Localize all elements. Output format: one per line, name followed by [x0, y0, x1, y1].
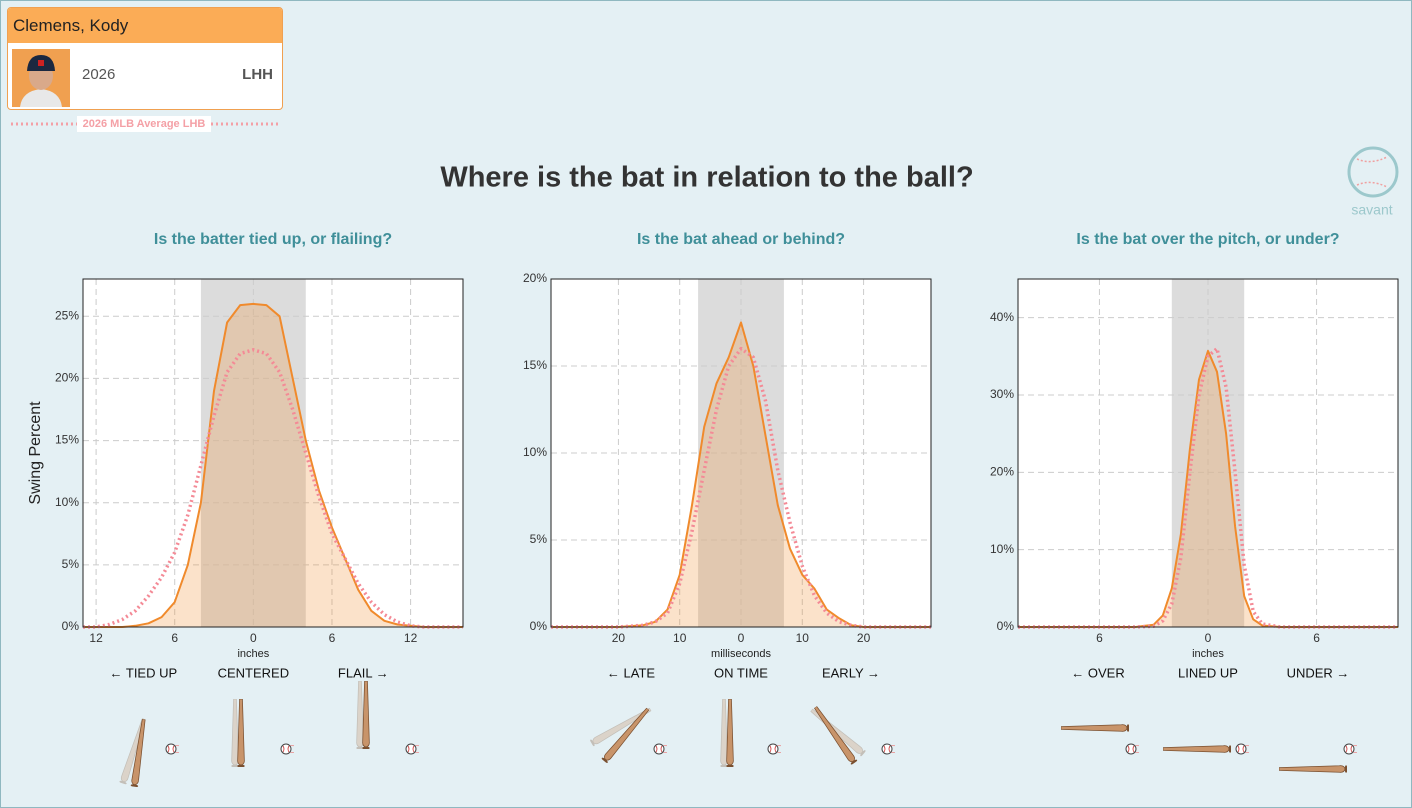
batter-hand: LHH	[242, 66, 273, 83]
player-card[interactable]: Clemens, Kody 2026 LHH	[7, 7, 283, 110]
y-axis-label: Swing Percent	[27, 401, 44, 505]
x-axis-label: inches	[1192, 648, 1224, 660]
area-fill	[1018, 350, 1398, 627]
plot-frame	[550, 278, 932, 628]
chart-title: Is the bat ahead or behind?	[637, 231, 845, 248]
zone-label: ← OVER	[1071, 665, 1124, 680]
x-axis-label: milliseconds	[711, 648, 771, 660]
average-line	[551, 346, 931, 629]
y-tick-label: 0%	[62, 619, 80, 633]
y-tick-label: 15%	[55, 433, 79, 447]
zone-label: UNDER →	[1287, 665, 1350, 680]
x-tick-label: 10	[796, 631, 810, 645]
x-axis-label: inches	[237, 648, 269, 660]
player-name: Clemens, Kody	[8, 8, 282, 43]
logo-seams	[1356, 156, 1388, 188]
area-fill	[83, 303, 463, 627]
plot-frame	[82, 278, 464, 628]
average-line	[1018, 346, 1398, 629]
logo-text: savant	[1351, 202, 1392, 218]
x-tick-label: 6	[329, 631, 336, 645]
y-tick-label: 0%	[530, 619, 548, 633]
player-line	[83, 302, 463, 628]
y-tick-label: 5%	[530, 532, 548, 546]
x-tick-label: 6	[1096, 631, 1103, 645]
x-tick-label: 20	[612, 631, 626, 645]
y-tick-label: 10%	[523, 445, 547, 459]
y-tick-label: 30%	[990, 387, 1014, 401]
player-line	[551, 321, 931, 628]
zone-label: LINED UP	[1178, 665, 1238, 680]
zone-label: ← TIED UP	[110, 665, 178, 680]
x-tick-label: 0	[738, 631, 745, 645]
x-tick-label: 6	[1313, 631, 1320, 645]
logo-ring	[1347, 146, 1399, 198]
player-photo	[12, 49, 70, 107]
x-tick-label: 0	[250, 631, 257, 645]
x-tick-label: 0	[1205, 631, 1212, 645]
y-tick-label: 40%	[990, 310, 1014, 324]
chart-title: Is the batter tied up, or flailing?	[154, 231, 392, 248]
y-tick-label: 10%	[990, 542, 1014, 556]
chart-title: Is the bat over the pitch, or under?	[1076, 231, 1339, 248]
plot-frame	[1017, 278, 1399, 628]
y-tick-label: 20%	[990, 465, 1014, 479]
y-tick-label: 20%	[55, 371, 79, 385]
bat-icons	[118, 681, 1357, 788]
area-fill	[551, 322, 931, 627]
zone-label: CENTERED	[218, 665, 290, 680]
average-line	[83, 348, 463, 629]
legend-box	[77, 116, 211, 132]
zone-label: FLAIL →	[338, 665, 389, 680]
y-tick-label: 5%	[62, 557, 80, 571]
y-tick-label: 0%	[997, 619, 1015, 633]
season: 2026	[82, 66, 116, 83]
legend-label: 2026 MLB Average LHB	[83, 118, 206, 130]
x-tick-label: 10	[673, 631, 687, 645]
x-tick-label: 12	[89, 631, 103, 645]
x-tick-label: 12	[404, 631, 418, 645]
zone-label: ← LATE	[607, 665, 655, 680]
y-tick-label: 15%	[523, 358, 547, 372]
x-tick-label: 20	[857, 631, 871, 645]
x-tick-label: 6	[171, 631, 178, 645]
zone-label: EARLY →	[822, 665, 880, 680]
y-tick-label: 20%	[523, 271, 547, 285]
y-tick-label: 25%	[55, 308, 79, 322]
player-line	[1018, 349, 1398, 628]
y-tick-label: 10%	[55, 495, 79, 509]
page-title: Where is the bat in relation to the ball…	[440, 162, 973, 194]
zone-label: ON TIME	[714, 665, 768, 680]
